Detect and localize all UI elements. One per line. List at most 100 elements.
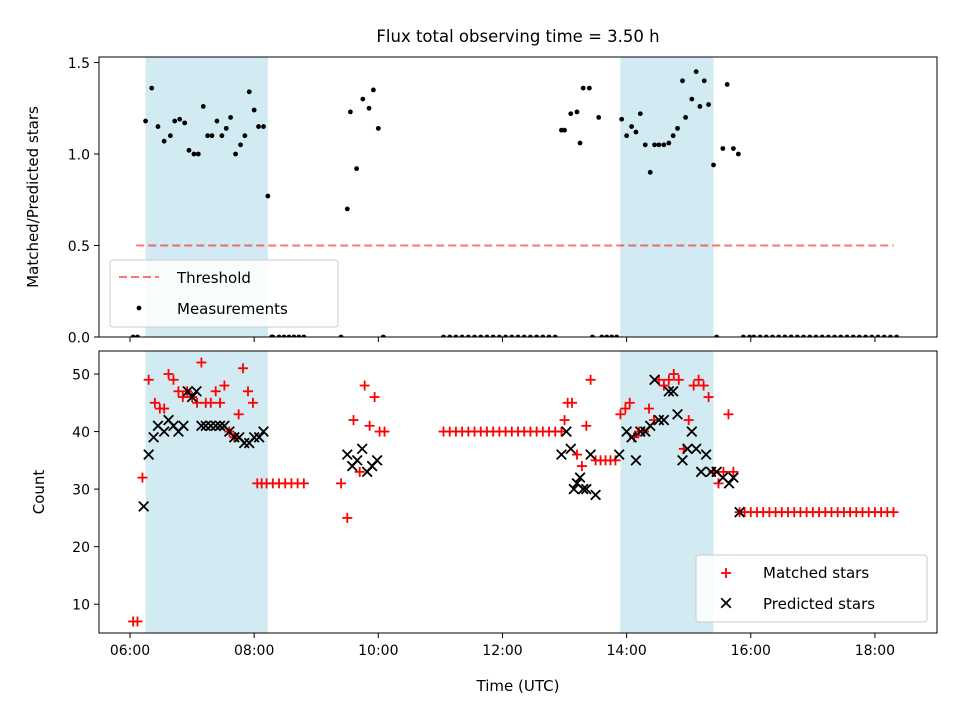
x-b — [182, 385, 194, 397]
x-b — [143, 449, 155, 461]
matched-star-point — [556, 426, 567, 437]
x-b — [248, 431, 260, 443]
predicted-star-point — [658, 414, 670, 426]
measurement-point — [360, 96, 366, 102]
legend-box — [109, 259, 339, 328]
x-b — [658, 414, 670, 426]
matched-star-point — [336, 478, 347, 489]
measurement-point — [143, 118, 148, 124]
matched-star-point — [888, 507, 899, 518]
matched-star-point — [379, 426, 390, 437]
x-b — [195, 420, 207, 432]
predicted-star-point — [613, 449, 625, 461]
matched-star-point — [693, 374, 704, 385]
measurement-point — [296, 334, 302, 337]
x-b — [667, 385, 679, 397]
measurement-point — [590, 334, 595, 337]
measurement-point — [281, 334, 287, 337]
x-b — [585, 449, 597, 461]
x-b — [205, 420, 217, 432]
matched-star-point — [238, 363, 249, 374]
matched-star-point — [683, 415, 694, 426]
x-b — [228, 431, 240, 443]
y-tick-label: 20 — [72, 540, 90, 556]
measurement-point — [521, 334, 527, 337]
series-predicted-stars — [138, 374, 746, 518]
y-tick-label: 1.0 — [68, 147, 90, 163]
measurement-point — [652, 142, 657, 148]
measurement-point — [770, 334, 775, 337]
x-b — [158, 426, 170, 438]
legend-matched-label: Matched stars — [763, 564, 869, 582]
measurement-point — [191, 151, 197, 157]
predicted-star-point — [565, 443, 577, 455]
measurement-point — [540, 334, 546, 337]
measurement-point — [562, 127, 567, 133]
measurement-point — [596, 114, 602, 120]
measurement-point — [875, 334, 881, 337]
predicted-star-point — [191, 385, 202, 397]
predicted-star-point — [574, 472, 586, 484]
predicted-star-point — [649, 374, 660, 386]
predicted-star-point — [238, 437, 250, 449]
predicted-star-point — [723, 477, 735, 489]
x-b — [682, 443, 693, 455]
legend: Matched stars Predicted stars — [695, 554, 928, 623]
matched-star-point — [567, 397, 578, 408]
measurement-point — [629, 124, 634, 129]
measurement-point — [167, 133, 173, 139]
measurement-point — [214, 118, 220, 124]
predicted-star-point — [205, 420, 217, 432]
legend: Threshold Measurements — [109, 259, 339, 328]
x-b — [356, 443, 368, 455]
measurement-point — [857, 334, 862, 337]
legend-threshold-label: Threshold — [176, 269, 251, 287]
x-b — [238, 437, 250, 449]
x-b — [695, 466, 707, 478]
y-tick-label: 0.5 — [68, 239, 90, 255]
x-b — [711, 466, 723, 478]
predicted-star-point — [695, 466, 707, 478]
matched-star-point — [342, 512, 353, 523]
measurement-point — [794, 334, 800, 337]
shaded-range-2 — [620, 57, 714, 337]
legend-measurement-label: Measurements — [177, 300, 288, 318]
x-b — [686, 426, 698, 438]
chart-title: Flux total observing time = 3.50 h — [376, 27, 659, 46]
measurement-point — [633, 129, 639, 135]
matched-star-point — [559, 415, 570, 426]
measurement-point — [276, 334, 282, 337]
predicted-star-point — [200, 420, 212, 432]
measurement-point — [515, 334, 521, 337]
measurement-point — [813, 334, 819, 337]
measurement-point — [149, 85, 155, 91]
x-b — [138, 500, 150, 512]
measurement-point — [619, 116, 625, 122]
x-b — [621, 426, 633, 438]
matched-star-point — [233, 409, 244, 420]
measurement-point — [776, 334, 782, 337]
measurement-point — [242, 133, 248, 139]
x-tick-label: 06:00 — [110, 643, 150, 659]
y-axis-label: Count — [30, 470, 48, 515]
measurement-point — [801, 334, 806, 337]
measurement-point — [697, 104, 703, 109]
measurement-point — [509, 334, 515, 337]
measurement-point — [546, 334, 552, 337]
measurement-point — [740, 334, 746, 337]
measurement-point — [680, 78, 685, 84]
measurement-point — [186, 147, 192, 153]
measurement-point — [238, 142, 243, 148]
measurement-point — [757, 334, 763, 337]
measurement-point — [195, 151, 201, 157]
x-b — [258, 426, 269, 438]
measurement-point — [730, 146, 736, 151]
measurement-point — [670, 133, 676, 139]
matched-star-point — [168, 374, 179, 385]
measurement-point — [788, 334, 794, 337]
predicted-star-point — [677, 454, 688, 466]
x-b — [200, 420, 212, 432]
measurement-point — [661, 142, 667, 148]
measurement-point — [161, 138, 167, 144]
measurement-point — [528, 334, 533, 337]
